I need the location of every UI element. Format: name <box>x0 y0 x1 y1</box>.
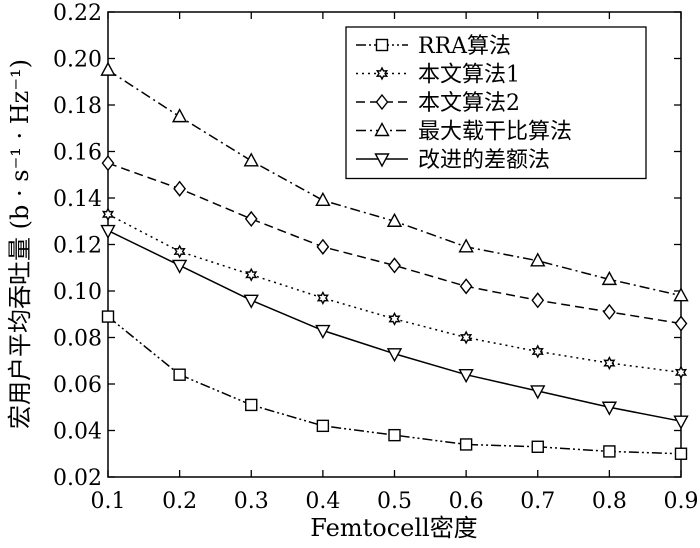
triangle-down-marker <box>601 401 618 416</box>
star-marker <box>245 267 258 282</box>
square-marker <box>603 445 616 458</box>
diamond-marker <box>388 257 401 274</box>
x-tick-label: 0.9 <box>664 489 699 514</box>
triangle-up-marker <box>530 252 546 267</box>
legend-entry-label: 最大载干比算法 <box>418 120 572 145</box>
series-0 <box>101 310 688 460</box>
star-marker <box>388 311 401 326</box>
triangle-down-marker <box>673 415 689 430</box>
triangle-down-marker <box>100 224 116 240</box>
triangle-up-marker <box>673 287 689 302</box>
y-tick-label: 0.14 <box>53 187 102 212</box>
y-tick-label: 0.18 <box>53 94 102 119</box>
legend-box <box>345 26 647 180</box>
triangle-up-marker <box>374 122 390 137</box>
star-marker <box>101 207 115 222</box>
star-marker <box>674 365 688 380</box>
triangle-down-marker <box>374 153 390 168</box>
triangle-up-marker <box>171 108 188 123</box>
star-marker <box>531 344 544 359</box>
triangle-up-marker <box>243 152 259 167</box>
x-tick-label: 0.5 <box>377 489 412 514</box>
triangle-up-marker <box>386 212 403 227</box>
triangle-up-marker <box>315 191 331 207</box>
legend-entry-label: RRA算法 <box>418 34 511 59</box>
square-marker <box>101 310 115 323</box>
triangle-down-marker <box>530 385 546 400</box>
legend-entry-label: 本文算法1 <box>418 63 520 88</box>
square-marker <box>316 419 330 433</box>
x-axis-label: Femtocell密度 <box>310 514 477 542</box>
triangle-down-marker <box>171 259 188 274</box>
series-2 <box>101 154 688 332</box>
square-marker <box>173 368 186 381</box>
y-axis-label: 宏用户平均吞吐量 (b · s⁻¹ · Hz⁻¹) <box>6 59 34 429</box>
diamond-marker <box>375 93 389 111</box>
triangle-down-marker <box>386 348 403 363</box>
x-tick-label: 0.8 <box>592 489 627 514</box>
y-tick-label: 0.16 <box>53 141 102 166</box>
star-marker <box>173 244 186 259</box>
legend-entry-label: 改进的差额法 <box>418 148 550 173</box>
series-3 <box>100 61 689 302</box>
triangle-down-marker <box>243 294 259 309</box>
y-tick-label: 0.04 <box>53 420 102 445</box>
series-4 <box>100 224 689 430</box>
triangle-up-marker <box>458 238 474 253</box>
square-marker <box>388 428 401 442</box>
triangle-down-marker <box>315 324 331 339</box>
diamond-marker <box>244 210 258 228</box>
triangle-down-marker <box>458 369 474 384</box>
star-marker <box>460 330 473 345</box>
diamond-marker <box>316 238 330 255</box>
star-marker <box>603 356 616 371</box>
diamond-marker <box>531 292 545 309</box>
x-tick-label: 0.2 <box>162 489 197 514</box>
y-tick-label: 0.10 <box>53 280 102 305</box>
legend-entry-label: 本文算法2 <box>418 91 520 116</box>
star-marker <box>316 290 329 306</box>
star-marker <box>375 66 389 81</box>
diamond-marker <box>173 180 187 197</box>
x-tick-label: 0.1 <box>91 489 126 514</box>
y-tick-label: 0.22 <box>53 1 102 26</box>
x-tick-label: 0.7 <box>520 489 555 514</box>
series-line <box>107 162 682 325</box>
y-tick-label: 0.02 <box>53 466 102 491</box>
square-marker <box>459 438 473 451</box>
y-tick-label: 0.20 <box>53 48 102 73</box>
diamond-marker <box>101 154 115 172</box>
y-tick-label: 0.08 <box>53 327 102 352</box>
diamond-marker <box>459 278 473 295</box>
square-marker <box>245 398 258 412</box>
x-tick-label: 0.4 <box>305 489 340 514</box>
triangle-up-marker <box>100 61 116 76</box>
square-marker <box>674 447 688 460</box>
series-1 <box>101 207 688 380</box>
y-tick-label: 0.06 <box>53 373 102 398</box>
triangle-up-marker <box>601 270 618 286</box>
diamond-marker <box>602 303 616 321</box>
y-tick-label: 0.12 <box>53 234 102 259</box>
x-tick-label: 0.3 <box>234 489 269 514</box>
square-marker <box>531 440 544 453</box>
diamond-marker <box>674 315 688 332</box>
x-tick-label: 0.6 <box>449 489 484 514</box>
square-marker <box>375 38 389 52</box>
series-line <box>107 315 682 455</box>
